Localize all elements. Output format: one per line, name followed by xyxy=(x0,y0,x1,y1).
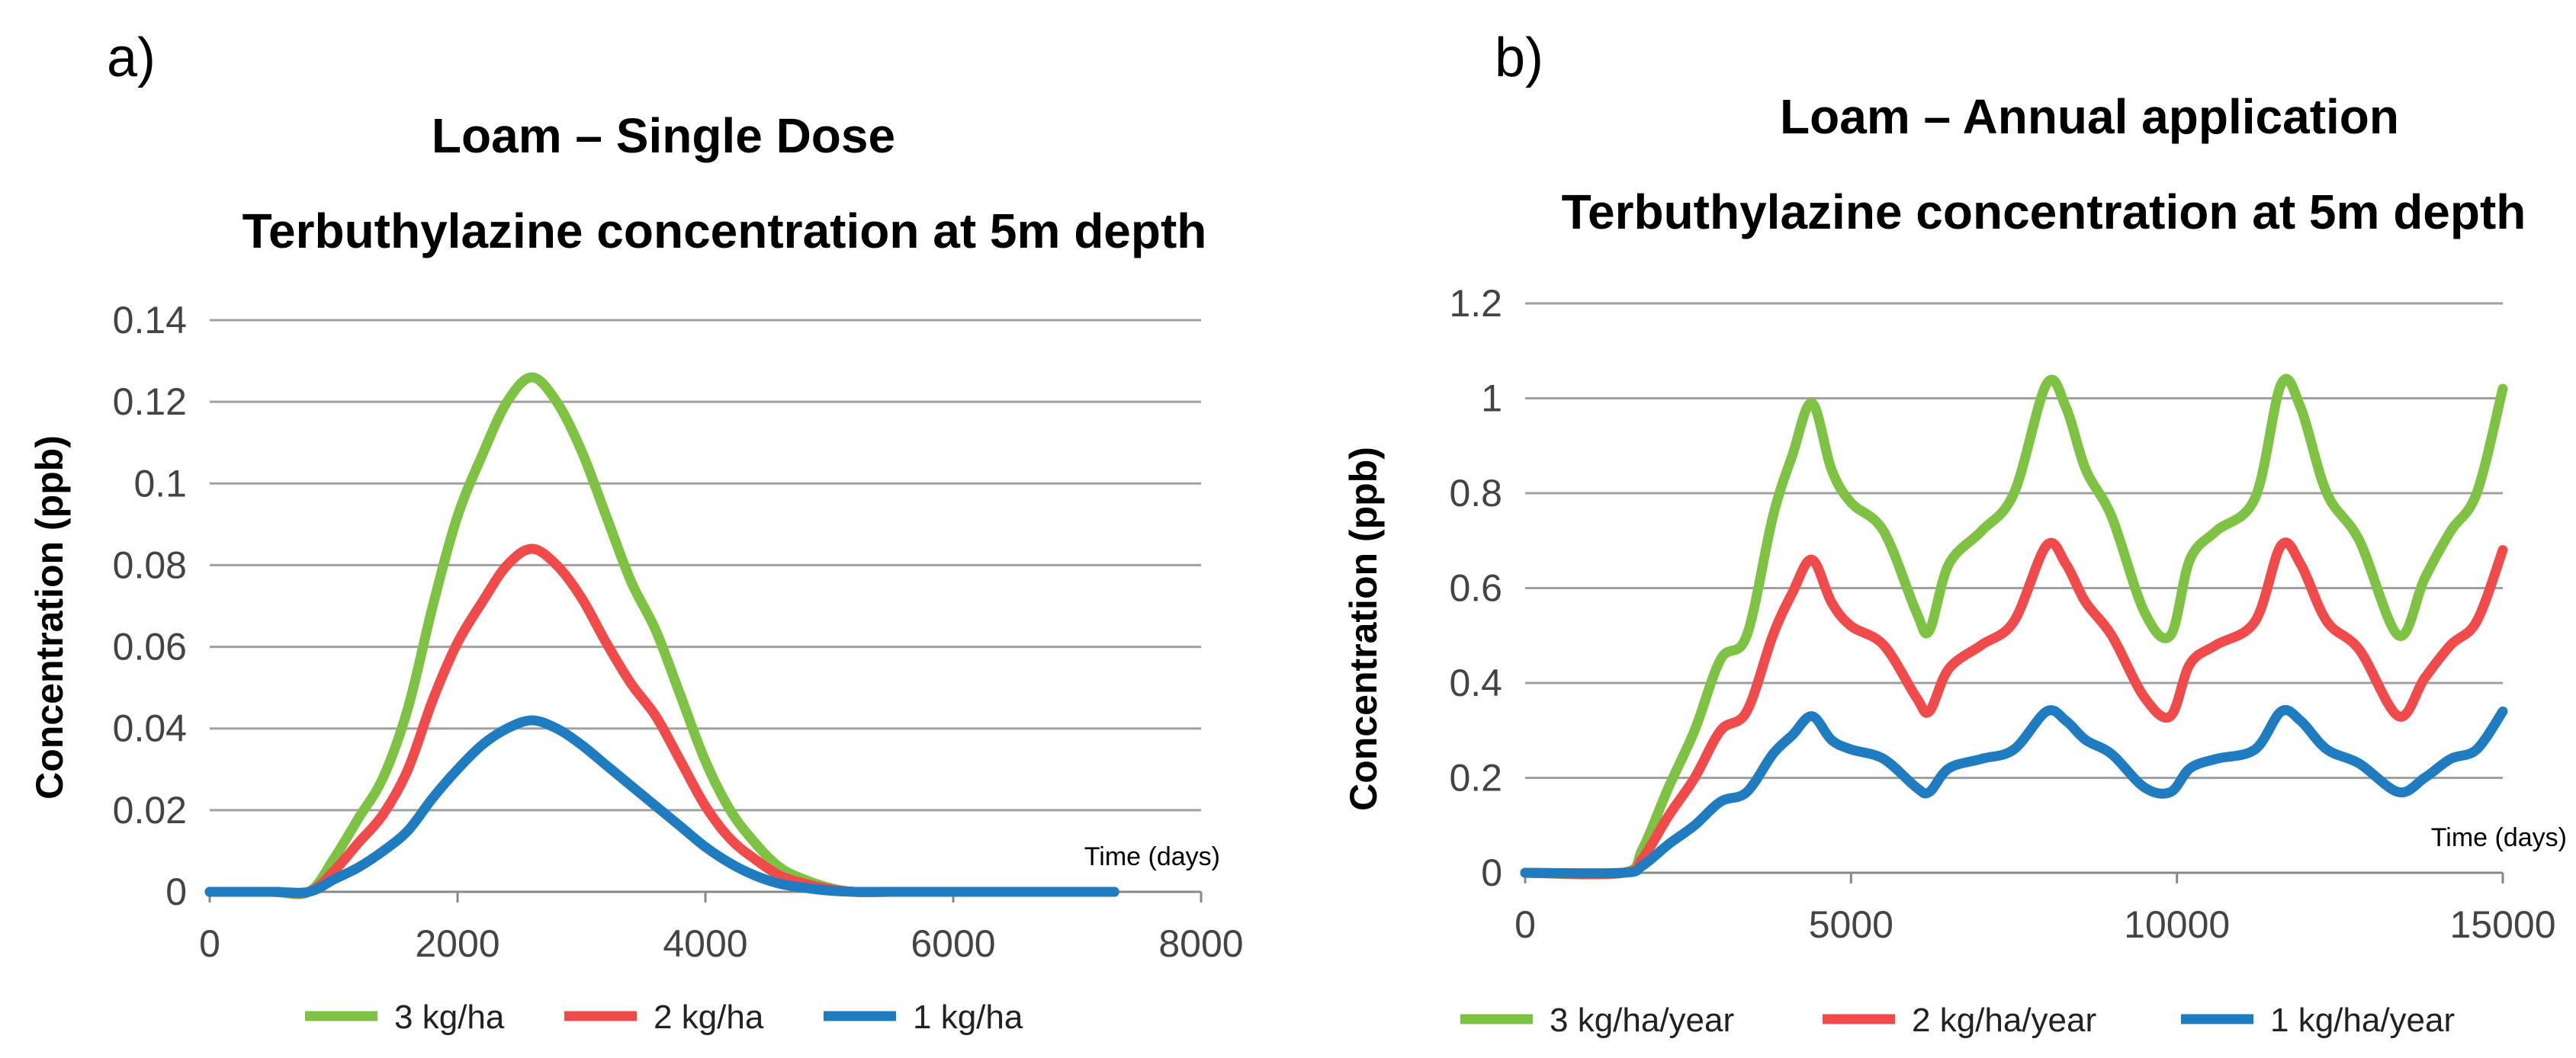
panel-b-gridlines xyxy=(1525,302,2503,874)
panel-a-ytick-label: 0.12 xyxy=(113,380,187,423)
panel-a-xtick-label: 2000 xyxy=(415,922,499,965)
panel-a-ytick-label: 0.04 xyxy=(113,707,187,750)
panel-b-title: Loam – Annual application xyxy=(1780,89,2399,144)
panel-b-ylabel: Concentration (ppb) xyxy=(1342,447,1385,811)
panel-a-legend-label: 2 kg/ha xyxy=(654,999,764,1036)
panel-b-xlabel: Time (days) xyxy=(2431,823,2567,852)
panel-a-xtick-label: 8000 xyxy=(1158,922,1243,965)
panel-a-ytick-label: 0 xyxy=(165,870,187,913)
panel-a-xtick-label: 4000 xyxy=(663,922,747,965)
panel-b-xtick-label: 5000 xyxy=(1809,903,1893,946)
panel-a-xlabel: Time (days) xyxy=(1084,842,1220,871)
panel-a-xtick-label: 0 xyxy=(199,922,220,965)
panel-b-legend-label: 1 kg/ha/year xyxy=(2270,1002,2455,1039)
panel-b-xtick-label: 15000 xyxy=(2449,903,2555,946)
panel-a-ylabel: Concentration (ppb) xyxy=(28,435,71,800)
panel-b-label: b) xyxy=(1495,27,1543,88)
panel-a-series xyxy=(204,372,1119,899)
panel-b-subtitle: Terbuthylazine concentration at 5m depth xyxy=(1562,184,2526,239)
panel-b-legend-label: 2 kg/ha/year xyxy=(1912,1002,2096,1039)
panel-a-legend: 3 kg/ha 2 kg/ha 1 kg/ha xyxy=(305,999,1023,1036)
panel-a-subtitle: Terbuthylazine concentration at 5m depth xyxy=(243,204,1207,258)
panel-b-series-line-3 xyxy=(1520,705,2508,879)
panel-b-ytick-label: 1.2 xyxy=(1449,282,1502,325)
panel-b-xtick-label: 0 xyxy=(1514,903,1536,946)
panel-a-ytick-label: 0.1 xyxy=(133,462,187,505)
panel-a-ytick-label: 0.08 xyxy=(113,543,187,586)
panel-a-ytick-label: 0.14 xyxy=(113,299,187,341)
panel-b-yticks: 0 0.2 0.4 0.6 0.8 1 1.2 xyxy=(1449,282,1502,894)
panel-a-legend-label: 1 kg/ha xyxy=(913,999,1023,1036)
panel-b-series xyxy=(1520,374,2508,880)
panel-b-legend: 3 kg/ha/year 2 kg/ha/year 1 kg/ha/year xyxy=(1460,1002,2455,1039)
panel-a-title: Loam – Single Dose xyxy=(432,108,895,163)
panel-b-xticks: 0 5000 10000 15000 xyxy=(1514,873,2556,946)
panel-b-ytick-label: 0.4 xyxy=(1449,662,1502,704)
panel-a-ytick-label: 0.02 xyxy=(113,789,187,832)
panel-b-xtick-label: 10000 xyxy=(2124,903,2230,946)
panel-b-ytick-label: 1 xyxy=(1481,377,1502,420)
panel-b-ytick-label: 0 xyxy=(1481,851,1502,894)
panel-a-legend-label: 3 kg/ha xyxy=(394,999,505,1036)
panel-a-xticks: 0 2000 4000 6000 8000 xyxy=(199,892,1244,965)
panel-b-ytick-label: 0.2 xyxy=(1449,757,1502,800)
panel-b: b) Loam – Annual application Terbuthylaz… xyxy=(1342,27,2567,1039)
panel-a-series-line-3 xyxy=(204,715,1119,898)
panel-b-series-line-1 xyxy=(1520,374,2508,880)
panel-b-series-line-2 xyxy=(1520,537,2508,879)
panel-b-ytick-label: 0.8 xyxy=(1449,472,1502,515)
panel-a-xtick-label: 6000 xyxy=(911,922,995,965)
panel-a-ytick-label: 0.06 xyxy=(113,626,187,668)
panel-b-ytick-label: 0.6 xyxy=(1449,567,1502,610)
panel-a-label: a) xyxy=(107,27,156,88)
panel-a-yticks: 0 0.02 0.04 0.06 0.08 0.1 0.12 0.14 xyxy=(113,299,187,913)
panel-b-legend-label: 3 kg/ha/year xyxy=(1550,1002,1734,1039)
panel-a-gridlines xyxy=(210,319,1201,893)
panel-a: a) Loam – Single Dose Terbuthylazine con… xyxy=(28,27,1244,1036)
